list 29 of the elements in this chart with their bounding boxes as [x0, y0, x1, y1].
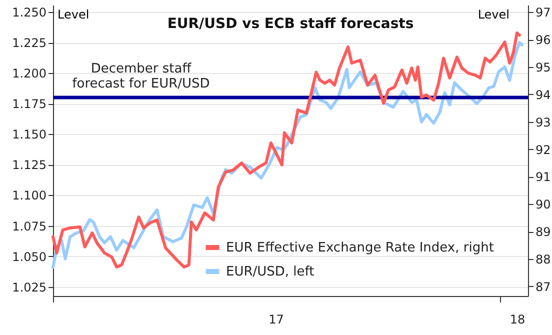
x-tick-label: 18: [510, 312, 526, 326]
y2-axis-title: Level: [478, 8, 510, 22]
y-tick-label: 1.050: [12, 250, 46, 264]
y2-tick-label: 94: [536, 88, 551, 102]
ref-line-label: December staff forecast for EUR/USD: [72, 61, 210, 92]
legend-label: EUR Effective Exchange Rate Index, right: [226, 240, 494, 256]
y-axis-title: Level: [58, 8, 90, 22]
y2-tick-label: 92: [536, 142, 551, 157]
y-tick-label: 1.025: [12, 280, 46, 294]
y2-tick-label: 95: [536, 60, 551, 74]
y-tick-label: 1.200: [12, 66, 46, 81]
y2-tick-label: 88: [536, 252, 551, 266]
y2-tick-label: 87: [536, 280, 551, 294]
y-tick-label: 1.100: [12, 188, 46, 203]
y-tick-label: 1.250: [12, 5, 46, 20]
y2-tick-label: 91: [536, 170, 551, 184]
y-tick-label: 1.075: [12, 219, 46, 234]
y2-tick-label: 90: [536, 198, 551, 212]
x-tick-label: 17: [268, 312, 284, 326]
y-tick-label: 1.225: [12, 36, 46, 50]
y2-tick-label: 97: [536, 6, 551, 20]
y2-tick-label: 93: [536, 115, 551, 130]
legend-label: EUR/USD, left: [226, 264, 314, 280]
y-tick-label: 1.125: [12, 158, 46, 172]
y2-tick-label: 96: [536, 33, 551, 48]
y2-tick-label: 89: [536, 225, 551, 240]
y-tick-label: 1.150: [12, 128, 46, 142]
y-tick-label: 1.175: [12, 97, 46, 112]
text: EUR/USD vs ECB staff forecasts: [167, 16, 414, 32]
